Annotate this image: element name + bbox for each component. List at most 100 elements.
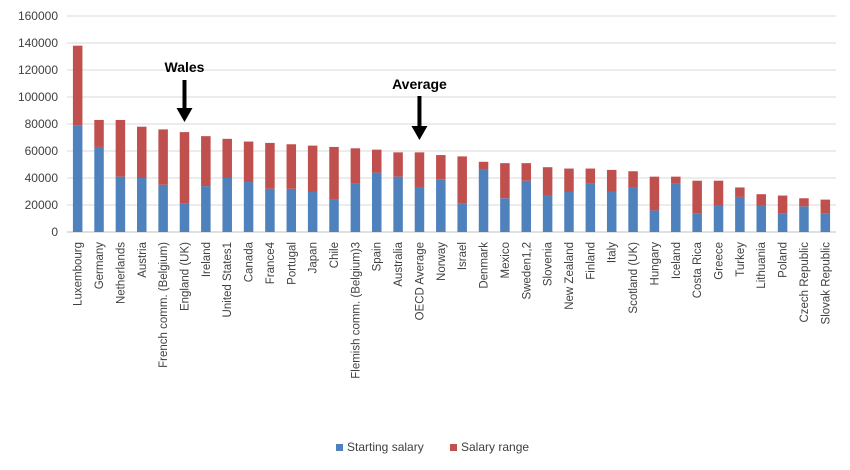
bar-salary-range	[500, 163, 510, 199]
x-category-label: New Zealand	[564, 242, 576, 310]
y-tick-label: 100000	[18, 90, 58, 104]
x-category-label: United States1	[222, 242, 234, 317]
bars	[72, 45, 831, 232]
x-category-label: Portugal	[286, 242, 298, 285]
bar-salary-range	[564, 168, 574, 192]
bar-salary-range	[521, 163, 532, 181]
bar-starting-salary	[286, 188, 297, 232]
bar-starting-salary	[521, 180, 532, 232]
legend-swatch	[450, 444, 457, 451]
bar-salary-range	[371, 149, 382, 173]
annotation-label: Wales	[165, 59, 205, 75]
bar-starting-salary	[72, 125, 83, 232]
bar-salary-range	[820, 199, 831, 214]
bar-salary-range	[671, 176, 681, 184]
x-category-label: Denmark	[479, 242, 491, 289]
x-category-label: Turkey	[735, 242, 747, 277]
bar-starting-salary	[457, 203, 467, 232]
bar-starting-salary	[649, 210, 660, 232]
x-category-label: Iceland	[671, 242, 683, 279]
bar-starting-salary	[500, 198, 510, 232]
bar-salary-range	[735, 187, 745, 197]
x-category-label: Sweden1,2	[521, 242, 533, 300]
bar-starting-salary	[799, 206, 809, 232]
bar-starting-salary	[350, 183, 361, 232]
y-tick-label: 0	[51, 225, 58, 239]
bar-salary-range	[649, 176, 660, 211]
x-category-label: Germany	[94, 242, 106, 290]
x-category-label: Norway	[436, 242, 448, 281]
bar-starting-salary	[713, 205, 724, 232]
x-category-label: Australia	[393, 241, 405, 286]
bar-starting-salary	[329, 199, 339, 232]
bar-salary-range	[713, 180, 724, 205]
x-category-label: Hungary	[649, 242, 661, 286]
bar-salary-range	[286, 144, 297, 189]
x-category-label: Spain	[372, 242, 384, 271]
bar-salary-range	[692, 180, 702, 214]
bar-salary-range	[265, 142, 275, 189]
x-category-label: Greece	[714, 242, 726, 280]
bar-salary-range	[585, 168, 596, 184]
y-tick-label: 120000	[18, 63, 58, 77]
annotation-arrow-head	[176, 108, 193, 122]
bar-salary-range	[799, 198, 809, 207]
x-category-label: Japan	[308, 242, 320, 273]
bar-starting-salary	[777, 213, 788, 232]
x-category-label: French comm. (Belgium)	[158, 242, 170, 368]
bar-starting-salary	[628, 187, 638, 232]
bar-starting-salary	[137, 178, 147, 232]
x-category-label: Netherlands	[115, 242, 127, 304]
bar-starting-salary	[756, 205, 766, 232]
x-category-label: Flemish comm. (Belgium)3	[350, 242, 362, 379]
x-category-label: Slovenia	[543, 241, 555, 286]
legend: Starting salary Salary range	[336, 440, 529, 454]
bar-starting-salary	[564, 191, 574, 232]
y-tick-label: 160000	[18, 9, 58, 23]
bar-starting-salary	[307, 191, 318, 232]
bar-starting-salary	[692, 213, 702, 232]
legend-swatch	[336, 444, 343, 451]
bar-starting-salary	[179, 203, 190, 232]
y-tick-label: 20000	[25, 198, 59, 212]
x-category-label: Poland	[778, 242, 790, 278]
bar-starting-salary	[478, 169, 489, 232]
bar-salary-range	[329, 146, 339, 200]
x-category-label: Mexico	[500, 242, 512, 278]
bar-starting-salary	[735, 196, 745, 232]
bar-salary-range	[350, 148, 361, 184]
bar-starting-salary	[414, 187, 425, 232]
x-category-label: Scotland (UK)	[628, 242, 640, 314]
bar-salary-range	[542, 167, 553, 196]
bar-starting-salary	[820, 213, 831, 232]
bar-salary-range	[457, 156, 467, 204]
bar-salary-range	[72, 45, 83, 126]
bar-salary-range	[307, 145, 318, 192]
bar-starting-salary	[201, 186, 211, 232]
x-category-label: OECD Average	[414, 242, 426, 320]
annotation-label: Average	[392, 76, 447, 92]
bar-starting-salary	[115, 176, 126, 232]
bar-salary-range	[393, 152, 403, 177]
bar-starting-salary	[371, 172, 382, 232]
bar-starting-salary	[222, 178, 232, 232]
bar-starting-salary	[265, 188, 275, 232]
bar-starting-salary	[393, 176, 403, 232]
bar-salary-range	[243, 141, 254, 183]
x-category-label: Canada	[244, 241, 256, 282]
bar-starting-salary	[585, 183, 596, 232]
x-category-label: England (UK)	[179, 242, 191, 311]
bar-salary-range	[115, 119, 126, 177]
bar-starting-salary	[606, 191, 617, 232]
x-category-label: Chile	[329, 242, 341, 268]
y-tick-label: 60000	[25, 144, 59, 158]
annotations: Wales Average	[165, 59, 447, 140]
bar-starting-salary	[436, 179, 446, 232]
y-tick-label: 80000	[25, 117, 59, 131]
x-category-label: Italy	[607, 242, 619, 263]
bar-salary-range	[201, 136, 211, 187]
x-category-label: Ireland	[201, 242, 213, 277]
x-axis-category-labels: Luxembourg Germany Netherlands Austria Frenc…	[73, 241, 833, 378]
y-tick-label: 40000	[25, 171, 59, 185]
legend-label: Salary range	[461, 440, 529, 454]
